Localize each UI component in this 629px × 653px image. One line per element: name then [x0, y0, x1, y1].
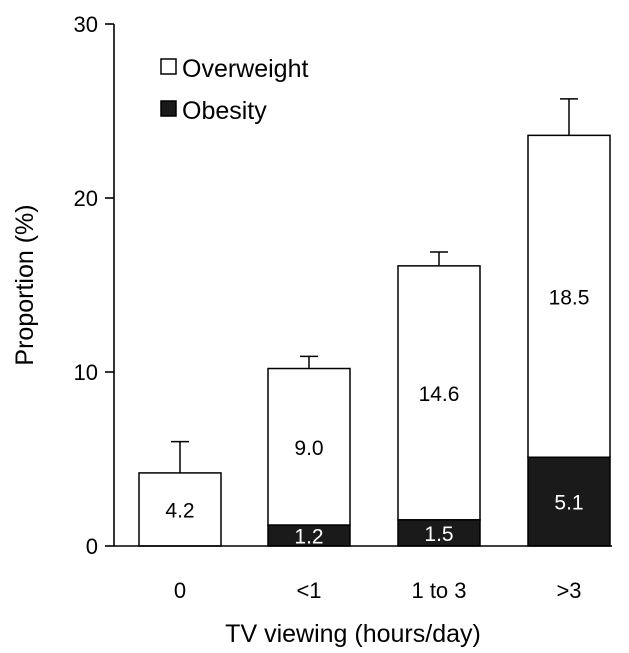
x-tick-label: 1 to 3 — [411, 578, 466, 603]
data-label-overweight: 4.2 — [165, 499, 194, 522]
x-axis-title: TV viewing (hours/day) — [225, 620, 481, 648]
legend-swatch-overweight — [160, 58, 177, 75]
bar-obesity — [397, 519, 481, 547]
legend-label-obesity: Obesity — [182, 97, 267, 125]
legend-swatch-obesity — [160, 100, 177, 117]
data-label-overweight: 14.6 — [419, 383, 460, 406]
bar-overweight — [397, 265, 481, 521]
legend: Overweight Obesity — [160, 55, 308, 125]
x-axis: 0 <1 1 to 3 >3 — [114, 545, 612, 603]
y-tick-label: 20 — [74, 186, 98, 211]
x-tick-label: <1 — [296, 578, 321, 603]
bar-obesity — [527, 456, 611, 547]
y-tick-label: 0 — [86, 534, 98, 559]
y-tick-label: 30 — [74, 12, 98, 37]
data-label-overweight: 18.5 — [549, 286, 590, 309]
data-label-obesity: 1.5 — [424, 523, 453, 546]
y-axis-title: Proportion (%) — [11, 204, 39, 365]
bars: 4.2 9.0 1.2 14.6 1.5 18.5 5.1 — [138, 98, 611, 549]
x-tick-label: 0 — [174, 578, 186, 603]
legend-label-overweight: Overweight — [182, 55, 308, 83]
data-label-obesity: 1.2 — [294, 526, 323, 549]
data-label-overweight: 9.0 — [294, 437, 323, 460]
y-axis: 0 10 20 30 — [74, 12, 115, 559]
bar-overweight — [527, 134, 611, 459]
y-tick-label: 10 — [74, 360, 98, 385]
x-tick-label: >3 — [556, 578, 581, 603]
data-label-obesity: 5.1 — [554, 492, 583, 515]
